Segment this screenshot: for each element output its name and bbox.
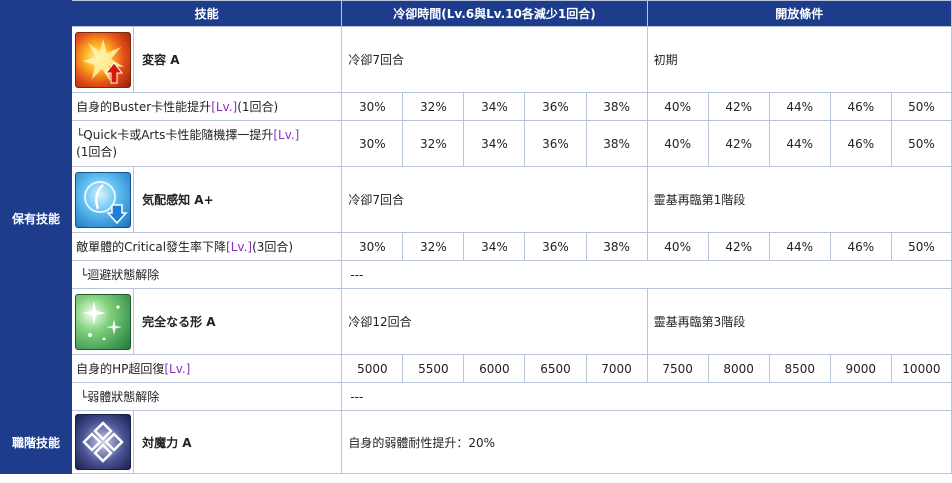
skill-name: 気配感知 A+ [133,166,343,233]
section-owned-skills: 保有技能 [0,26,73,411]
effect-value: 42% [707,120,770,167]
effect-value: 9000 [829,354,892,383]
effect-value: 7500 [646,354,709,383]
skill-cooldown: 冷卻12回合 [341,288,648,355]
effect-value: 7000 [585,354,648,383]
header-corner [0,0,73,27]
effect-row: 自身的Buster卡性能提升[Lv.](1回合) 30% 32% 34% 36%… [1,92,952,121]
effect-label: └Quick卡或Arts卡性能隨機擇一提升[Lv.] (1回合) [71,120,343,167]
header-cooldown: 冷卻時間(Lv.6與Lv.10各減少1回合) [341,0,648,27]
buster-up-icon [75,31,132,88]
effect-value: 6500 [524,354,587,383]
skill-unlock: 靈基再臨第3階段 [646,288,952,355]
effect-value: 40% [646,92,709,121]
effect-value: 8500 [768,354,831,383]
effect-value: 36% [524,92,587,121]
lv-tag: [Lv.] [211,100,238,114]
effect-value: 30% [341,232,404,261]
effect-value: 46% [829,232,892,261]
skill-cooldown: 冷卻7回合 [341,26,648,93]
note-label: └迴避狀態解除 [71,260,343,289]
effect-value: 5000 [341,354,404,383]
effect-value: 40% [646,120,709,167]
effect-value: 36% [524,232,587,261]
header-row: 技能 冷卻時間(Lv.6與Lv.10各減少1回合) 開放條件 [0,0,952,27]
effect-row: 敵單體的Critical發生率下降[Lv.](3回合) 30% 32% 34% … [1,232,952,261]
note-label: └弱體狀態解除 [71,382,343,411]
effect-value: 40% [646,232,709,261]
effect-value: 42% [707,92,770,121]
effect-duration: (1回合) [237,100,279,114]
crit-down-icon [75,171,132,228]
effect-value: 50% [890,232,952,261]
effect-value: 44% [768,232,831,261]
effect-value: 50% [890,92,952,121]
effect-value: 38% [585,120,648,167]
effect-value: 46% [829,120,892,167]
effect-row: 自身的HP超回復[Lv.] 5000 5500 6000 6500 7000 7… [1,354,952,383]
note-value: --- [341,382,952,411]
effect-value: 50% [890,120,952,167]
skill-name: 変容 A [133,26,343,93]
effect-duration: (1回合) [76,144,118,159]
header-unlock: 開放條件 [646,0,952,27]
effect-value: 6000 [463,354,526,383]
effect-value: 34% [463,232,526,261]
heal-sparkle-icon [75,293,132,350]
note-row: └弱體狀態解除 --- [1,382,952,411]
effect-duration: (3回合) [252,240,294,254]
note-row: └迴避狀態解除 --- [1,260,952,289]
effect-value: 32% [402,120,465,167]
skill-icon-cell [71,288,135,355]
effect-value: 30% [341,92,404,121]
effect-label: 自身的HP超回復[Lv.] [71,354,343,383]
effect-label: 自身的Buster卡性能提升[Lv.](1回合) [71,92,343,121]
header-skill: 技能 [71,0,343,27]
effect-value: 38% [585,92,648,121]
effect-value: 34% [463,120,526,167]
effect-value: 36% [524,120,587,167]
lv-tag: [Lv.] [226,240,253,254]
effect-value: 8000 [707,354,770,383]
skill-unlock: 初期 [646,26,952,93]
effect-value: 44% [768,120,831,167]
skill-icon-cell [71,410,135,474]
skill-row: 保有技能 変容 A 冷卻7回合 初期 [0,26,952,411]
effect-value: 44% [768,92,831,121]
lv-tag: [Lv.] [273,127,300,142]
effect-value: 32% [402,92,465,121]
lv-tag: [Lv.] [164,362,191,376]
effect-text: 敵單體的Critical發生率下降 [76,240,227,254]
effect-value: 42% [707,232,770,261]
effect-text: └Quick卡或Arts卡性能隨機擇一提升 [76,127,274,142]
skill-name: 完全なる形 A [133,288,343,355]
class-skill-effect: 自身的弱體耐性提升：20% [341,410,952,474]
effect-value: 5500 [402,354,465,383]
note-value: --- [341,260,952,289]
skill-row: 完全なる形 A 冷卻12回合 靈基再臨第3階段 [1,288,952,355]
effect-value: 34% [463,92,526,121]
effect-value: 32% [402,232,465,261]
effect-value: 46% [829,92,892,121]
effect-text: 自身的HP超回復 [76,362,165,376]
class-skill-row: 職階技能 対魔力 A 自身的弱體耐性提升：20% [0,410,952,474]
skill-row: 気配感知 A+ 冷卻7回合 靈基再臨第1階段 [1,166,952,233]
effect-row: └Quick卡或Arts卡性能隨機擇一提升[Lv.] (1回合) 30% 32% … [1,120,952,167]
skill-icon-cell [71,26,135,93]
skill-name: 対魔力 A [133,410,343,474]
skill-cooldown: 冷卻7回合 [341,166,648,233]
effect-value: 30% [341,120,404,167]
effect-text: 自身的Buster卡性能提升 [76,100,212,114]
section-class-skills: 職階技能 [0,410,73,474]
effect-value: 10000 [890,354,952,383]
magic-resistance-icon [75,414,132,470]
skill-icon-cell [71,166,135,233]
skill-unlock: 靈基再臨第1階段 [646,166,952,233]
effect-value: 38% [585,232,648,261]
effect-label: 敵單體的Critical發生率下降[Lv.](3回合) [71,232,343,261]
